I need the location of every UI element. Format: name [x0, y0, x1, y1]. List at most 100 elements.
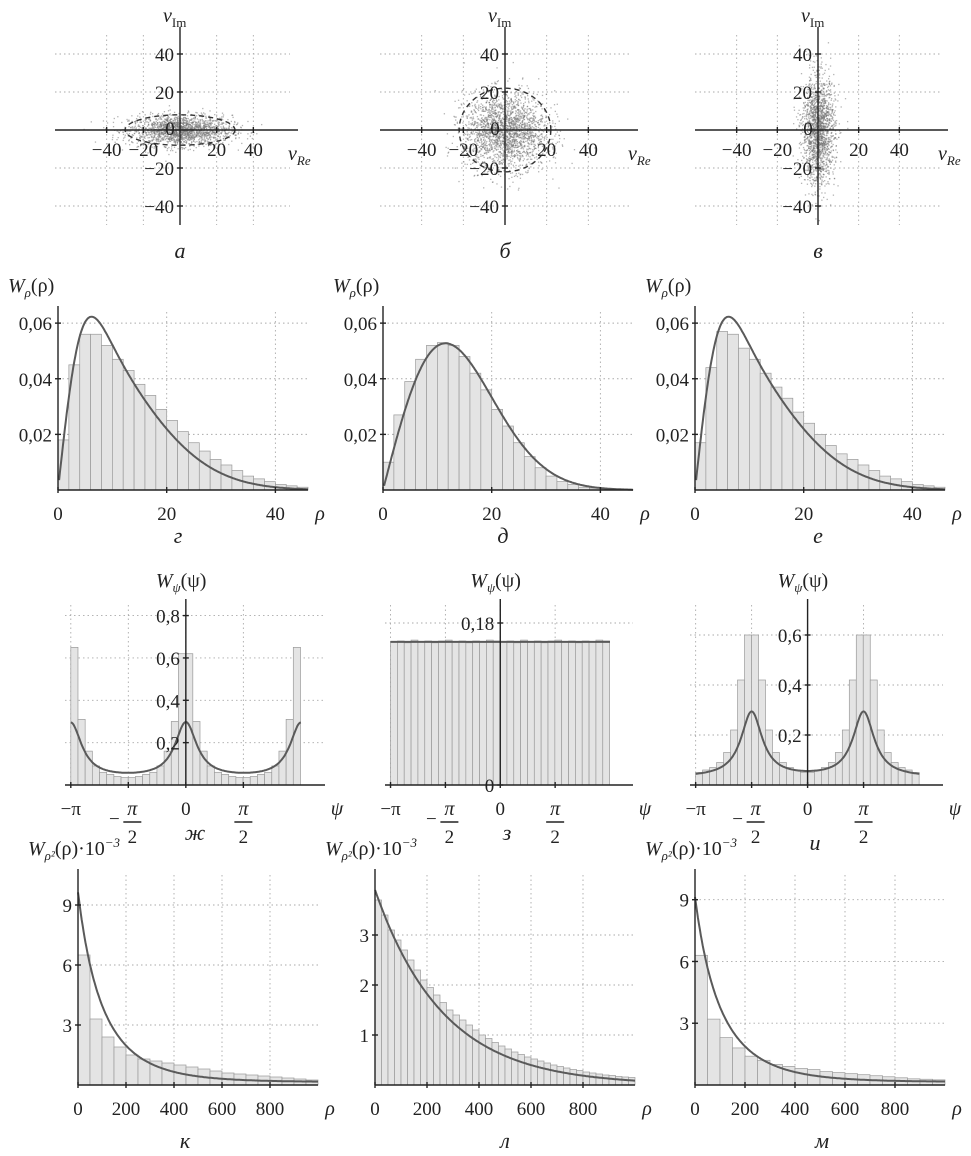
data-point: [810, 116, 812, 119]
data-point: [177, 128, 179, 130]
data-point: [201, 113, 203, 116]
data-point: [811, 100, 813, 102]
data-point: [185, 130, 187, 132]
data-point: [824, 99, 826, 101]
data-point: [523, 151, 525, 153]
data-point: [520, 106, 523, 108]
data-point: [130, 130, 132, 132]
data-point: [196, 121, 198, 124]
data-point: [519, 99, 521, 102]
data-point: [491, 128, 494, 130]
data-point: [522, 155, 524, 158]
data-point: [826, 114, 828, 116]
data-point: [829, 90, 831, 92]
data-point: [149, 120, 151, 122]
data-point: [116, 138, 118, 141]
data-point: [182, 122, 184, 124]
data-point: [182, 127, 184, 129]
data-point: [512, 181, 514, 183]
data-point: [479, 123, 481, 125]
data-point: [797, 159, 799, 161]
data-point: [167, 142, 169, 144]
data-point: [518, 110, 520, 113]
data-point: [510, 107, 513, 109]
data-point: [148, 118, 150, 120]
data-point: [499, 132, 501, 134]
data-point: [530, 121, 532, 123]
data-point: [127, 134, 129, 136]
data-point: [487, 124, 490, 127]
data-point: [519, 111, 521, 113]
data-point: [492, 151, 494, 153]
data-point: [173, 126, 175, 128]
data-point: [481, 98, 483, 100]
data-point: [532, 98, 534, 100]
data-point: [193, 131, 195, 133]
data-point: [238, 131, 240, 133]
data-point: [499, 105, 501, 107]
data-point: [452, 135, 454, 138]
data-point: [153, 123, 155, 125]
data-point: [519, 158, 522, 161]
data-point: [493, 124, 496, 126]
data-point: [158, 118, 160, 120]
data-point: [456, 146, 458, 148]
data-point: [529, 151, 532, 154]
data-point: [512, 127, 514, 129]
data-point: [532, 150, 534, 152]
data-point: [177, 124, 179, 126]
data-point: [190, 143, 193, 145]
data-point: [486, 149, 489, 151]
data-point: [167, 117, 169, 120]
data-point: [213, 131, 215, 133]
data-point: [505, 120, 508, 122]
data-point: [552, 178, 554, 180]
data-point: [213, 128, 215, 130]
data-point: [198, 125, 200, 127]
data-point: [168, 113, 170, 116]
data-point: [515, 118, 517, 120]
data-point: [197, 124, 200, 126]
data-point: [552, 148, 554, 150]
data-point: [194, 117, 197, 119]
data-point: [170, 133, 173, 135]
data-point: [190, 136, 193, 139]
data-point: [209, 130, 211, 133]
data-point: [521, 147, 523, 149]
data-point: [813, 100, 816, 102]
data-point: [201, 132, 203, 134]
data-point: [827, 169, 829, 172]
data-point: [807, 137, 809, 139]
data-point: [494, 97, 496, 99]
data-point: [209, 143, 211, 145]
data-point: [490, 126, 492, 128]
data-point: [163, 137, 165, 139]
data-point: [166, 149, 168, 152]
data-point: [153, 134, 155, 137]
data-point: [508, 131, 510, 133]
data-point: [208, 132, 210, 134]
data-point: [493, 115, 495, 118]
data-point: [177, 138, 179, 140]
data-point: [499, 130, 501, 133]
data-point: [812, 153, 815, 156]
data-point: [510, 92, 512, 94]
data-point: [180, 131, 183, 133]
data-point: [475, 141, 477, 143]
data-point: [195, 128, 197, 130]
data-point: [803, 94, 805, 96]
data-point: [531, 139, 533, 141]
data-point: [805, 141, 807, 143]
data-point: [189, 127, 191, 129]
data-point: [541, 103, 544, 105]
data-point: [802, 146, 805, 149]
data-point: [485, 164, 488, 167]
data-point: [517, 128, 519, 130]
data-point: [463, 161, 465, 163]
data-point: [807, 176, 809, 178]
data-point: [528, 137, 530, 139]
data-point: [488, 136, 490, 139]
data-point: [469, 143, 471, 146]
data-point: [524, 133, 527, 136]
data-point: [491, 103, 493, 106]
